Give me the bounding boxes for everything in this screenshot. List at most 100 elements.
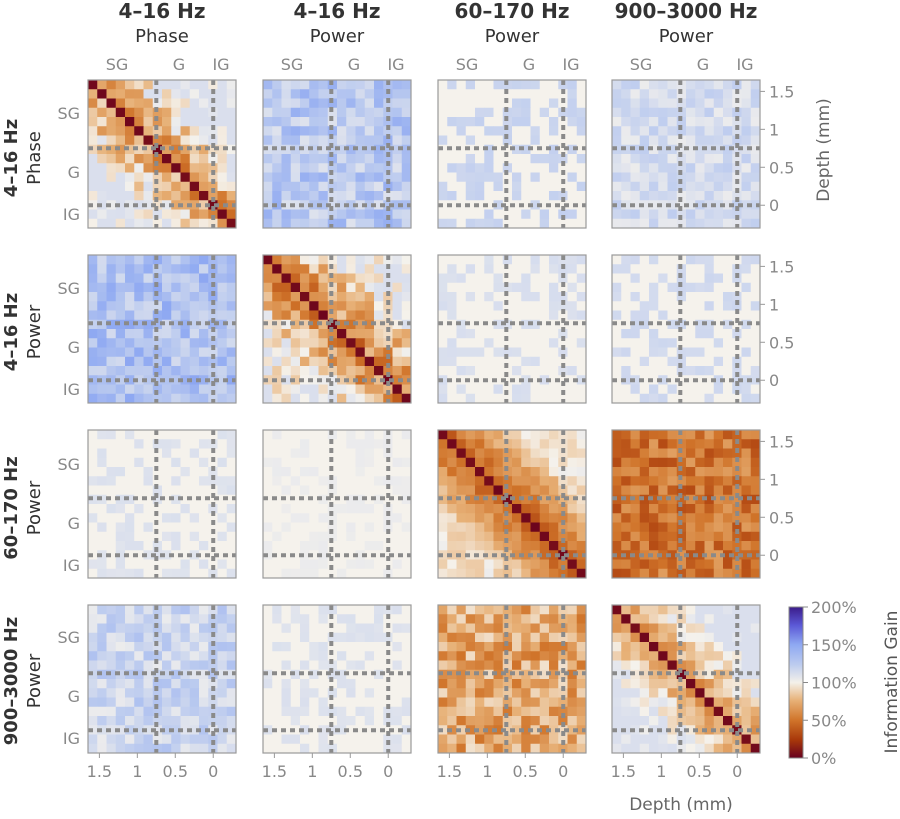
heatmap-cell bbox=[374, 375, 384, 385]
heatmap-cell bbox=[208, 301, 218, 311]
heatmap-cell bbox=[493, 218, 504, 229]
heatmap-cell bbox=[447, 255, 457, 265]
heatmap-cell bbox=[171, 513, 181, 523]
heatmap-cell bbox=[143, 264, 154, 274]
heatmap-cell bbox=[364, 467, 375, 477]
heatmap-cell bbox=[667, 457, 678, 468]
heatmap-cell bbox=[639, 513, 650, 523]
heatmap-cell bbox=[97, 218, 107, 229]
panel-frame bbox=[87, 79, 237, 229]
heatmap-cell bbox=[208, 310, 218, 321]
heatmap-cell bbox=[723, 448, 733, 459]
heatmap-cell bbox=[88, 614, 98, 624]
heatmap-cell bbox=[300, 688, 310, 698]
heatmap-cell bbox=[502, 107, 513, 118]
heatmap-cell bbox=[290, 181, 301, 192]
heatmap-cell bbox=[530, 89, 541, 99]
heatmap-cell bbox=[667, 89, 678, 99]
heatmap-cell bbox=[281, 550, 292, 560]
heatmap-cell bbox=[676, 439, 687, 449]
heatmap-cell bbox=[549, 522, 559, 533]
heatmap-cell bbox=[621, 430, 631, 440]
heatmap-cell bbox=[327, 163, 338, 173]
heatmap-cell bbox=[649, 80, 659, 90]
heatmap-cell bbox=[106, 255, 117, 265]
heatmap-cell bbox=[217, 476, 228, 486]
heatmap-cell bbox=[484, 504, 494, 514]
heatmap-cell bbox=[272, 80, 282, 90]
heatmap-cell bbox=[337, 191, 347, 201]
heatmap-cell bbox=[346, 117, 356, 127]
heatmap-cell bbox=[465, 448, 476, 459]
heatmap-cell bbox=[290, 494, 301, 505]
heatmap-cell bbox=[438, 660, 448, 671]
heatmap-cell bbox=[125, 301, 135, 311]
panel-r1-c2 bbox=[262, 79, 412, 229]
heatmap-cell bbox=[134, 135, 144, 146]
heatmap-cell bbox=[337, 144, 347, 155]
heatmap-cell bbox=[732, 384, 742, 395]
heatmap-cell bbox=[300, 154, 310, 164]
heatmap-cell bbox=[272, 375, 282, 385]
heatmap-cell bbox=[750, 181, 761, 192]
heatmap-cell bbox=[97, 743, 107, 754]
heatmap-cell bbox=[281, 430, 292, 440]
heatmap-cell bbox=[612, 430, 622, 440]
heatmap-cell bbox=[502, 163, 513, 173]
heatmap-cell bbox=[676, 310, 687, 321]
heatmap-cell bbox=[318, 89, 329, 99]
heatmap-cell bbox=[686, 375, 696, 385]
heatmap-cell bbox=[97, 494, 107, 505]
heatmap-cell bbox=[475, 623, 485, 634]
heatmap-cell bbox=[741, 375, 752, 385]
heatmap-cell bbox=[208, 679, 218, 689]
heatmap-cell bbox=[401, 191, 412, 201]
heatmap-cell bbox=[199, 725, 209, 735]
heatmap-cell bbox=[106, 144, 117, 155]
heatmap-cell bbox=[549, 144, 559, 155]
heatmap-cell bbox=[475, 448, 485, 459]
heatmap-cell bbox=[337, 513, 347, 523]
heatmap-cell bbox=[549, 209, 559, 220]
heatmap-cell bbox=[337, 623, 347, 634]
heatmap-cell bbox=[199, 264, 209, 274]
heatmap-cell bbox=[512, 282, 522, 293]
heatmap-cell bbox=[530, 485, 541, 496]
heatmap-cell bbox=[355, 734, 366, 745]
heatmap-cell bbox=[639, 273, 650, 284]
heatmap-cell bbox=[401, 338, 412, 348]
heatmap-cell bbox=[290, 172, 301, 183]
heatmap-cell bbox=[355, 98, 366, 109]
heatmap-cell bbox=[115, 375, 126, 385]
heatmap-cell bbox=[658, 632, 668, 643]
heatmap-cell bbox=[484, 172, 494, 183]
heatmap-cell bbox=[456, 366, 467, 376]
heatmap-cell bbox=[134, 144, 144, 155]
heatmap-cell bbox=[695, 144, 705, 155]
heatmap-cell bbox=[115, 191, 126, 201]
heatmap-cell bbox=[456, 181, 467, 192]
heatmap-cell bbox=[475, 485, 485, 496]
heatmap-cell bbox=[364, 154, 375, 164]
heatmap-cell bbox=[134, 531, 144, 542]
heatmap-cell bbox=[576, 568, 587, 579]
heatmap-cell bbox=[300, 706, 310, 717]
heatmap-cell bbox=[217, 273, 228, 284]
heatmap-cell bbox=[447, 273, 457, 284]
heatmap-cell bbox=[217, 366, 228, 376]
heatmap-cell bbox=[621, 117, 631, 127]
heatmap-cell bbox=[300, 522, 310, 533]
heatmap-cell bbox=[704, 467, 715, 477]
heatmap-cell bbox=[162, 550, 172, 560]
heatmap-cell bbox=[383, 209, 393, 220]
heatmap-cell bbox=[521, 568, 531, 579]
heatmap-cell bbox=[88, 430, 98, 440]
heatmap-cell bbox=[676, 531, 687, 542]
heatmap-cell bbox=[300, 135, 310, 146]
heatmap-cell bbox=[521, 513, 531, 523]
heatmap-cell bbox=[713, 154, 724, 164]
heatmap-cell bbox=[630, 255, 641, 265]
heatmap-cell bbox=[502, 614, 513, 624]
heatmap-cell bbox=[639, 172, 650, 183]
heatmap-cell bbox=[88, 568, 98, 579]
